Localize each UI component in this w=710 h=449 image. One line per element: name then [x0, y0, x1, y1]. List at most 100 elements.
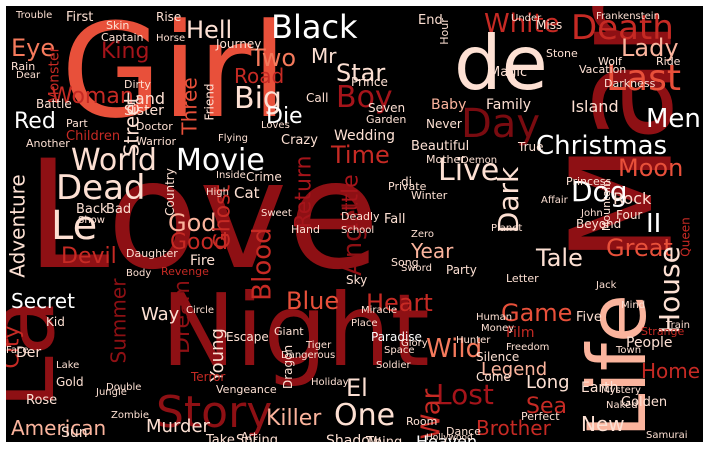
word-rock: Rock	[613, 189, 652, 208]
word-escape: Escape	[226, 330, 269, 344]
word-vengeance: Vengeance	[216, 383, 277, 396]
word-lake: Lake	[56, 360, 80, 371]
word-dirty: Dirty	[124, 78, 151, 91]
word-new: New	[581, 412, 625, 436]
word-stone: Stone	[546, 47, 578, 60]
word-tale: Tale	[536, 244, 583, 272]
word-deadly: Deadly	[341, 210, 380, 223]
word-king: King	[101, 39, 150, 64]
word-inside: Inside	[216, 170, 246, 181]
word-circle: Circle	[186, 305, 215, 316]
word-hand: Hand	[291, 223, 320, 236]
word-darkness: Darkness	[604, 77, 656, 90]
word-people: People	[626, 335, 673, 351]
word-money: Money	[481, 323, 515, 334]
word-mr: Mr	[311, 44, 337, 68]
word-four: Four	[616, 208, 643, 222]
word-horse: Horse	[156, 33, 186, 44]
word-heaven: Heaven	[416, 432, 478, 443]
word-island: Island	[571, 97, 619, 116]
word-road: Road	[234, 64, 285, 88]
word-die: Die	[266, 104, 303, 129]
word-boy: Boy	[336, 80, 393, 115]
word-killer: Killer	[266, 406, 322, 431]
word-game: Game	[501, 299, 573, 327]
word-holiday: Holiday	[311, 377, 349, 388]
word-flying: Flying	[218, 133, 248, 144]
word-letter: Letter	[506, 272, 539, 285]
word-place: Place	[351, 318, 378, 329]
word-gold: Gold	[56, 375, 84, 389]
word-di: di	[401, 175, 412, 189]
word-kid: Kid	[46, 315, 65, 329]
word-strange: Strange	[641, 325, 685, 338]
word-land: Land	[126, 89, 166, 108]
word-secret: Secret	[11, 289, 75, 313]
word-long: Long	[526, 372, 570, 393]
word-tiger: Tiger	[306, 340, 332, 351]
word-friend: Friend	[202, 83, 217, 121]
word-sword: Sword	[401, 263, 432, 274]
word-wild: Wild	[426, 334, 483, 364]
word-hollywood: Hollywood	[426, 433, 473, 443]
word-affair: Affair	[541, 195, 568, 206]
word-brother: Brother	[476, 416, 551, 440]
word-eye: Eye	[11, 34, 56, 62]
word-black: Black	[271, 8, 358, 46]
word-bad: Bad	[106, 202, 132, 217]
word-good: Good	[170, 230, 228, 255]
word-sky: Sky	[346, 273, 368, 287]
word-call: Call	[306, 91, 329, 105]
word-dangerous: Dangerous	[281, 350, 336, 361]
word-god: God	[168, 209, 217, 237]
word-woman: Woman	[51, 84, 134, 109]
word-summer: Summer	[106, 278, 131, 364]
word-devil: Devil	[61, 244, 117, 269]
word-sister: Sister	[124, 103, 164, 119]
word-three: Three	[177, 77, 202, 135]
word-rain: Rain	[11, 60, 36, 73]
word-school: School	[341, 225, 375, 236]
word-space: Space	[384, 345, 415, 356]
word-cloud: Love Man Girl Night Life La de Story Boy Day Death…	[6, 6, 703, 442]
word-rise: Rise	[156, 10, 182, 24]
word-private: Private	[388, 180, 427, 193]
word-trouble: Trouble	[16, 10, 53, 21]
word-film: Film	[506, 325, 535, 341]
word-girl: Girl	[61, 6, 288, 147]
word-death: Death	[571, 8, 674, 48]
word-wolf: Wolf	[598, 55, 622, 68]
word-freedom: Freedom	[506, 342, 550, 353]
word-perfect: Perfect	[521, 410, 560, 423]
word-home: Home	[641, 359, 701, 383]
word-garden: Garden	[366, 113, 407, 126]
word-princess: Princess	[566, 175, 612, 188]
word-story: Story	[156, 387, 273, 438]
word-end: End	[418, 13, 443, 28]
word-vacation: Vacation	[579, 63, 627, 76]
word-skin: Skin	[106, 19, 130, 32]
word-silence: Silence	[476, 350, 520, 364]
word-frankenstein: Frankenstein	[596, 11, 660, 22]
word-face: Face	[6, 345, 29, 356]
word-body: Body	[126, 268, 152, 279]
word-dance: Dance	[446, 425, 481, 438]
word-spring: Spring	[236, 433, 278, 442]
word-live: Live	[438, 153, 500, 188]
word-rose: Rose	[26, 393, 58, 408]
word-back: Back	[76, 202, 108, 217]
word-monster: Monster	[46, 46, 63, 104]
word-magic: Magic	[489, 65, 528, 80]
word-crime: Crime	[246, 170, 282, 184]
word-blue: Blue	[286, 287, 340, 315]
word-part: Part	[66, 117, 88, 130]
word-return: Return	[291, 155, 317, 229]
word-time: Time	[331, 141, 390, 169]
word-children: Children	[66, 129, 121, 144]
word-dog: Dog	[571, 175, 628, 208]
word-naked: Naked	[606, 400, 638, 411]
word-ii: II	[646, 209, 662, 239]
word-five: Five	[576, 310, 602, 325]
word-first: First	[66, 10, 94, 25]
